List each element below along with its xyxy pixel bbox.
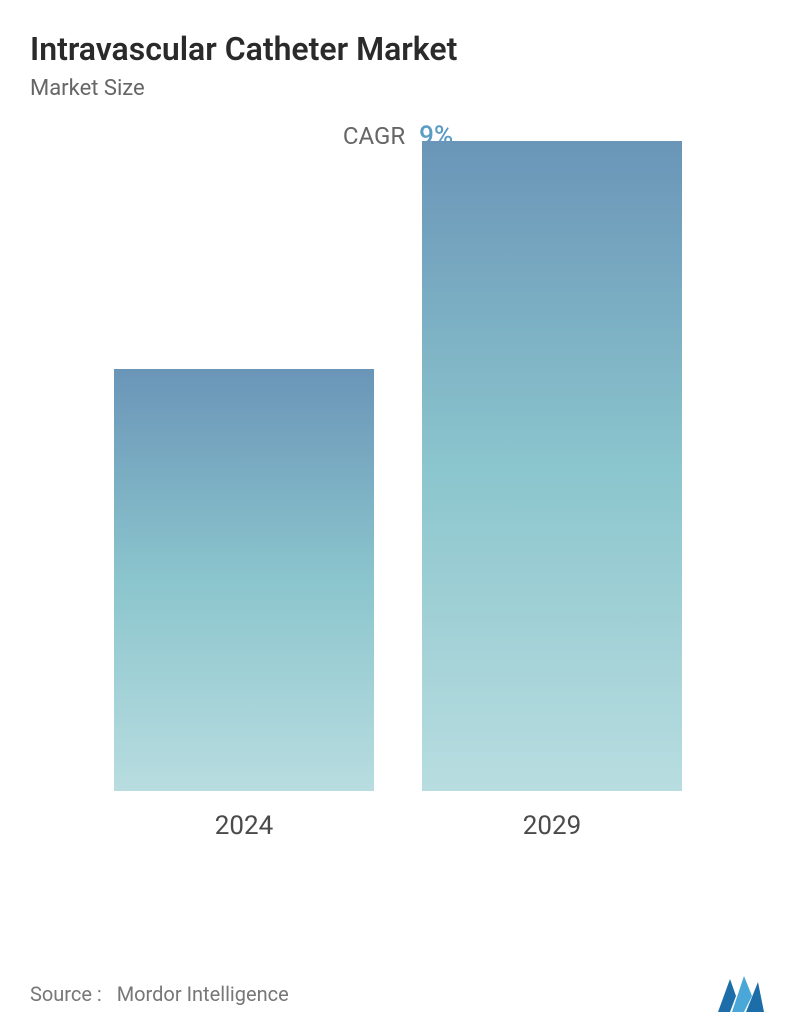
footer: Source : Mordor Intelligence bbox=[30, 974, 766, 1014]
chart-subtitle: Market Size bbox=[30, 76, 766, 101]
bars-container: 2024 2029 bbox=[50, 181, 746, 841]
bar-group-0: 2024 bbox=[104, 369, 384, 841]
source-text: Source : Mordor Intelligence bbox=[30, 982, 289, 1006]
bar-label-0: 2024 bbox=[215, 811, 273, 841]
bar-1 bbox=[422, 141, 682, 791]
brand-logo-icon bbox=[716, 974, 766, 1014]
bar-group-1: 2029 bbox=[412, 141, 692, 841]
chart-area: 2024 2029 bbox=[50, 181, 746, 901]
source-label: Source : bbox=[30, 982, 102, 1006]
source-value: Mordor Intelligence bbox=[117, 982, 289, 1006]
chart-title: Intravascular Catheter Market bbox=[30, 30, 766, 68]
cagr-label: CAGR bbox=[343, 122, 405, 150]
bar-label-1: 2029 bbox=[523, 811, 581, 841]
bar-0 bbox=[114, 369, 374, 791]
